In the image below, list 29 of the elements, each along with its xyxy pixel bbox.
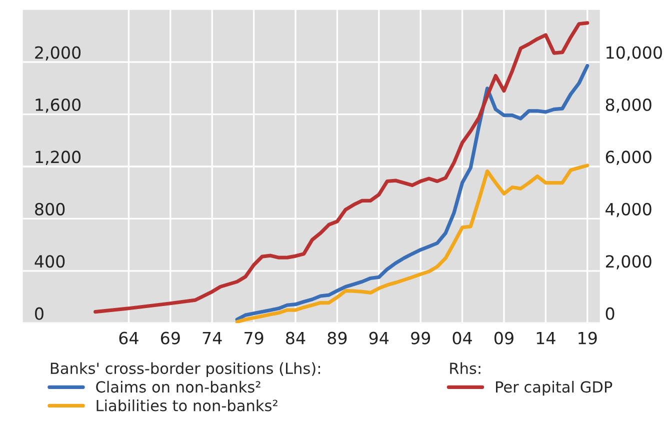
y-tick-label: 1,600 <box>36 98 81 113</box>
y-tick-label: 800 <box>35 202 65 216</box>
legend-label: Claims on non-banks² <box>96 380 260 393</box>
text: Banks' cross-border positions (Lhs): <box>50 362 320 378</box>
y2-tick-label: 8,000 <box>606 98 652 113</box>
x-tick-label: 99 <box>411 332 430 344</box>
x-tick-label: 79 <box>244 332 264 344</box>
y2-tick-label: 4,000 <box>606 202 652 218</box>
text: Rhs: <box>450 362 480 374</box>
y2-tick-label: 2,000 <box>606 255 652 270</box>
x-tick-label: 89 <box>328 332 347 344</box>
y2-tick-label: 6,000 <box>606 150 652 165</box>
y-tick-label: 400 <box>34 255 65 268</box>
legend-label: Per capital GDP <box>496 380 612 396</box>
y-tick-label: 1,200 <box>36 150 81 165</box>
y-tick-label: 0 <box>35 307 44 320</box>
x-tick-label: 64 <box>119 332 138 344</box>
y2-tick-label: 10,000 <box>606 46 662 61</box>
x-tick-label: 94 <box>369 332 389 344</box>
x-tick-label: 04 <box>452 332 472 344</box>
x-tick-label: 84 <box>286 332 306 344</box>
x-tick-label: 74 <box>202 332 222 344</box>
y-tick-label: 2,000 <box>35 46 81 61</box>
x-tick-label: 69 <box>160 332 180 344</box>
x-tick-label: 19 <box>578 332 597 344</box>
x-tick-label: 09 <box>494 332 514 344</box>
x-tick-label: 14 <box>536 332 556 344</box>
y2-tick-label: 0 <box>606 307 614 320</box>
legend-label: Liabilities to non-banks² <box>96 399 278 412</box>
